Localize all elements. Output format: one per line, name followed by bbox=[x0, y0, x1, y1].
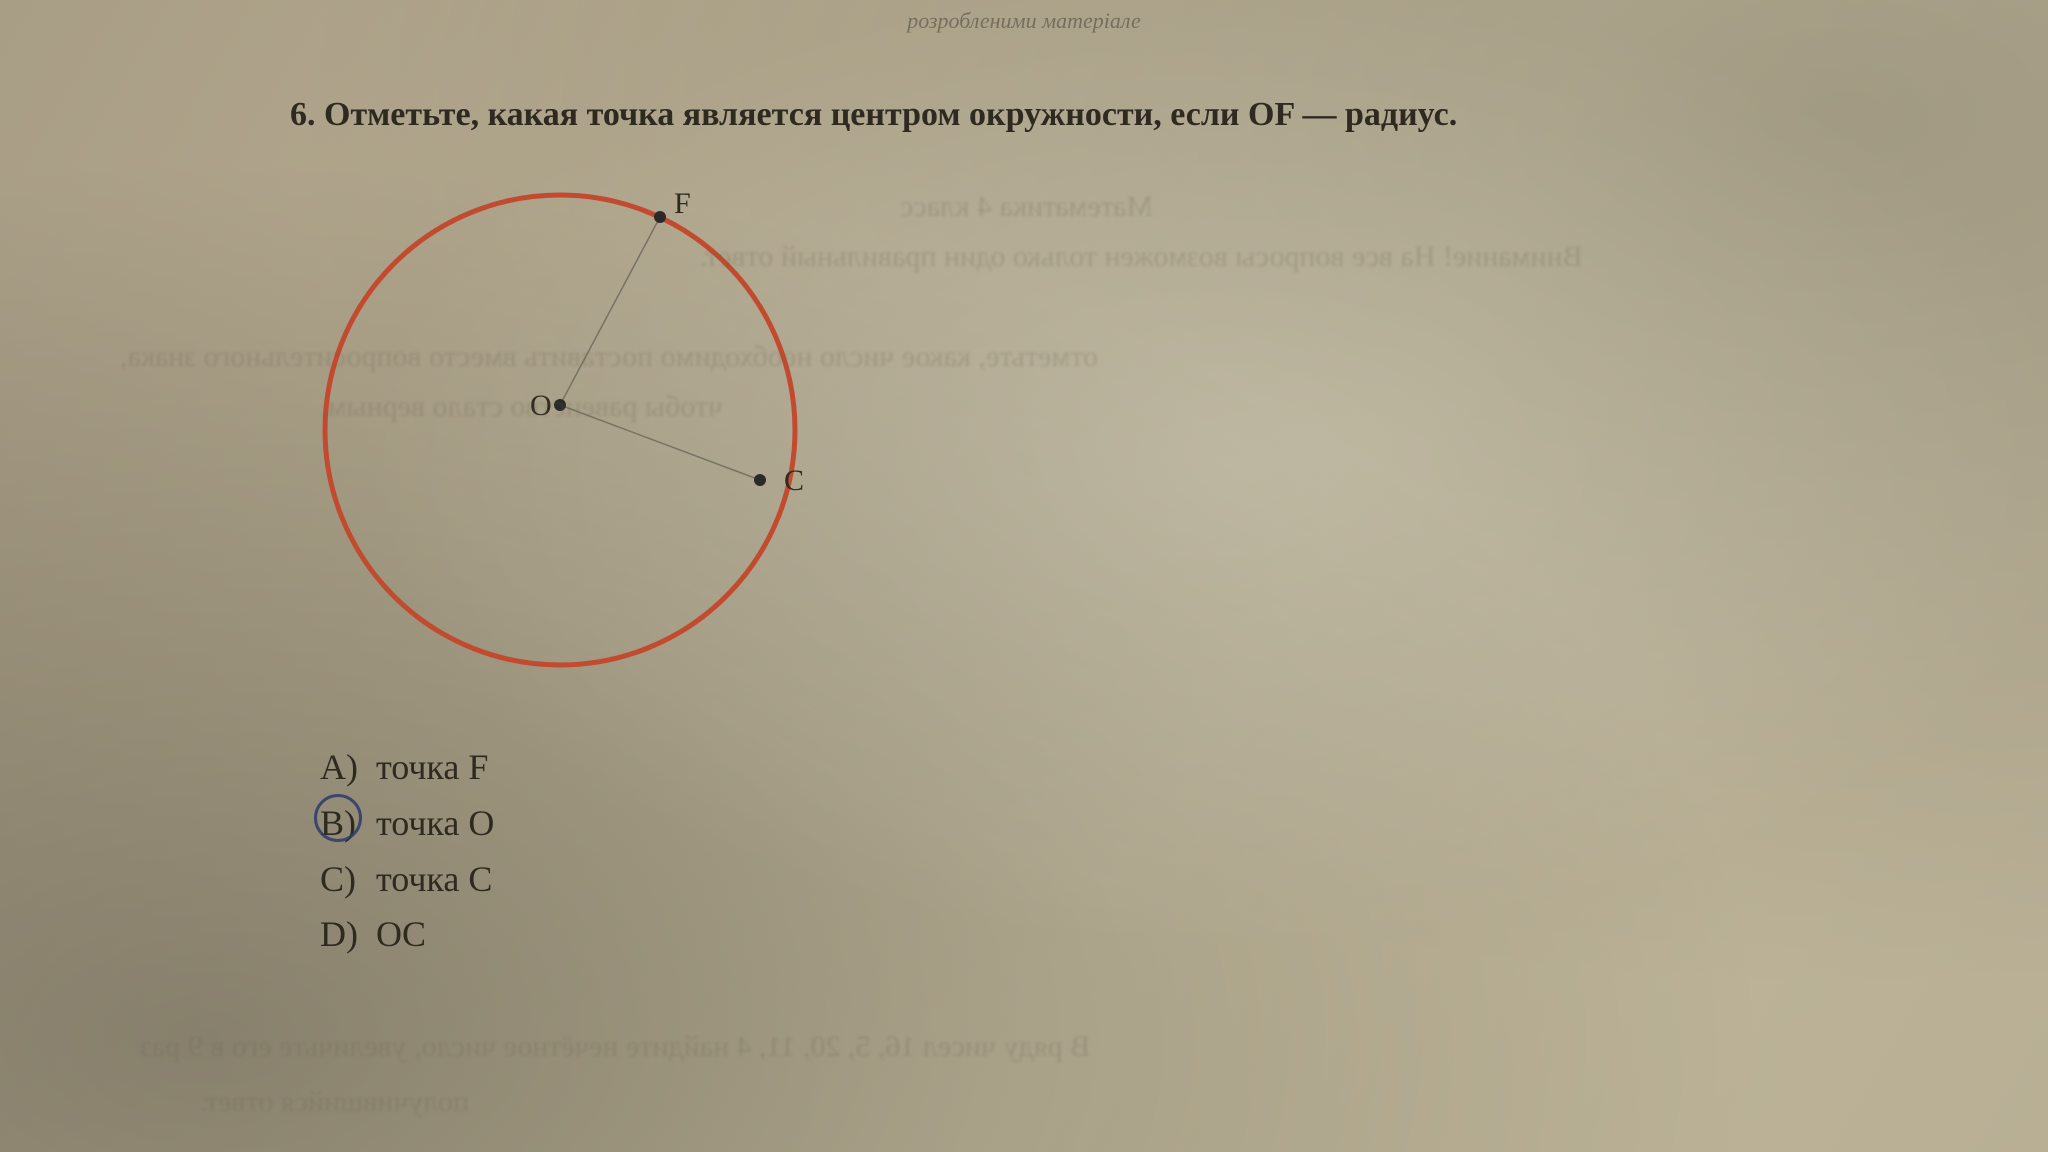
ghost-line: чтобы равенство стало верным. bbox=[320, 390, 723, 424]
option-text: точка C bbox=[376, 852, 492, 908]
ghost-line: Математика 4 класс bbox=[900, 190, 1153, 224]
page-header-fragment: розробленими матеріале bbox=[907, 8, 1141, 34]
ghost-line: В ряду чисел 16, 5, 20, 11, 4 найдите не… bbox=[140, 1030, 1090, 1064]
option-text: точка F bbox=[376, 740, 488, 796]
ghost-line: получившийся ответ. bbox=[200, 1085, 469, 1119]
ghost-line: отметьте, какое число необходимо постави… bbox=[120, 340, 1098, 374]
question-body: Отметьте, какая точка является центром о… bbox=[324, 96, 1457, 133]
option-row[interactable]: A) точка F bbox=[320, 740, 494, 796]
ghost-line: Внимание! На все вопросы возможен только… bbox=[700, 240, 1583, 274]
option-row[interactable]: C) точка C bbox=[320, 852, 494, 908]
option-letter: B) bbox=[320, 796, 376, 852]
option-row[interactable]: D) OC bbox=[320, 907, 494, 963]
question-number: 6. bbox=[290, 96, 316, 133]
option-row[interactable]: B) точка O bbox=[320, 796, 494, 852]
svg-text:C: C bbox=[784, 464, 804, 497]
svg-text:F: F bbox=[674, 187, 691, 220]
question-text: 6. Отметьте, какая точка является центро… bbox=[290, 96, 1968, 134]
option-text: OC bbox=[376, 907, 426, 963]
option-letter: D) bbox=[320, 907, 376, 963]
option-text: точка O bbox=[376, 796, 494, 852]
option-letter: A) bbox=[320, 740, 376, 796]
answer-options: A) точка FB) точка OC) точка CD) OC bbox=[320, 740, 494, 963]
option-letter: C) bbox=[320, 852, 376, 908]
